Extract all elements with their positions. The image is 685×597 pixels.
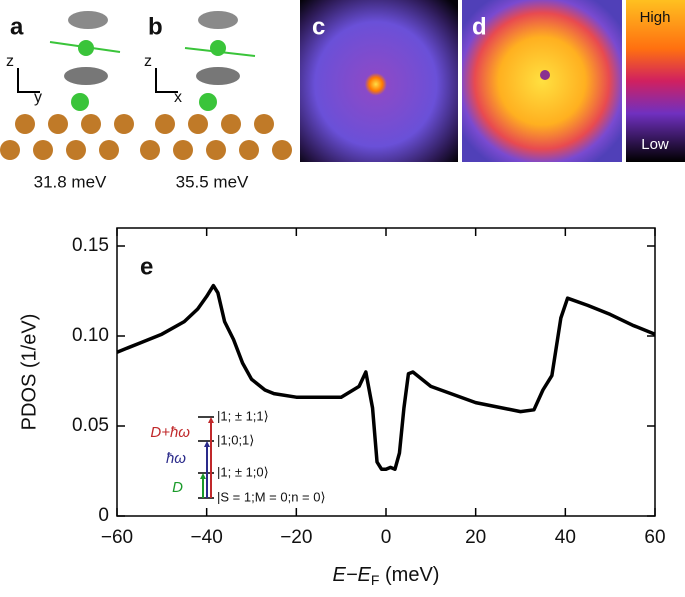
x-tick-label: −60 — [101, 527, 133, 548]
level-label: |S = 1;M = 0;n = 0⟩ — [217, 489, 326, 504]
axis-letter: y — [34, 89, 42, 106]
y-tick-label: 0.05 — [72, 415, 109, 436]
energy-label: 35.5 meV — [176, 172, 249, 191]
energy-label: 31.8 meV — [34, 172, 107, 191]
panel-label: d — [472, 13, 487, 40]
x-tick-label: 40 — [555, 527, 576, 548]
x-tick-label: −40 — [191, 527, 223, 548]
x-tick-label: 20 — [465, 527, 486, 548]
axis-letter: z — [6, 53, 14, 70]
data-line — [116, 283, 656, 471]
arrow-head — [200, 473, 206, 479]
axis-letter: z — [144, 53, 152, 70]
y-axis-label: PDOS (1/eV) — [18, 314, 40, 431]
panel-label: a — [10, 13, 24, 40]
x-tick-label: 60 — [644, 527, 665, 548]
axis-letter: x — [174, 89, 182, 106]
arrow-head — [204, 441, 210, 447]
transition-label: D+ħω — [150, 424, 190, 441]
colorbar — [626, 0, 685, 162]
panel-label: e — [140, 253, 153, 280]
x-label-part: (meV) — [379, 564, 439, 586]
y-tick-label: 0 — [98, 505, 109, 526]
x-axis-label: E−EF (meV) — [333, 564, 440, 587]
x-tick-label: 0 — [381, 527, 392, 548]
level-label: |1;0;1⟩ — [217, 432, 254, 447]
stm-map — [462, 0, 622, 162]
panel-label: b — [148, 13, 163, 40]
plot-frame — [116, 227, 656, 517]
level-label: |1; ± 1;0⟩ — [217, 464, 269, 479]
colorbar-label: High — [640, 9, 671, 26]
chart: e E−EF (meV) PDOS (1/eV) 0 0.05 0.10 0.15 −6… — [18, 227, 666, 588]
arrow-head — [208, 417, 214, 423]
transition-label: D — [172, 479, 183, 496]
level-label: |1; ± 1;1⟩ — [217, 408, 269, 423]
x-label-part: F — [371, 572, 380, 588]
axes-glyph — [17, 68, 178, 93]
copper-surface — [0, 114, 292, 160]
x-label-part: E−E — [333, 564, 372, 586]
panel-label: c — [312, 13, 325, 40]
transition-label: ħω — [166, 450, 186, 467]
stm-map — [300, 0, 458, 162]
x-tick-label: −20 — [280, 527, 312, 548]
colorbar-label: Low — [641, 136, 669, 153]
panel-ab: a b z y z x 31.8 meV 35.5 meV — [0, 11, 292, 191]
map-center — [540, 70, 550, 80]
panel-cd: c d High Low — [300, 0, 685, 162]
y-tick-label: 0.15 — [72, 235, 109, 256]
molecules — [49, 11, 256, 111]
y-tick-label: 0.10 — [72, 325, 109, 346]
